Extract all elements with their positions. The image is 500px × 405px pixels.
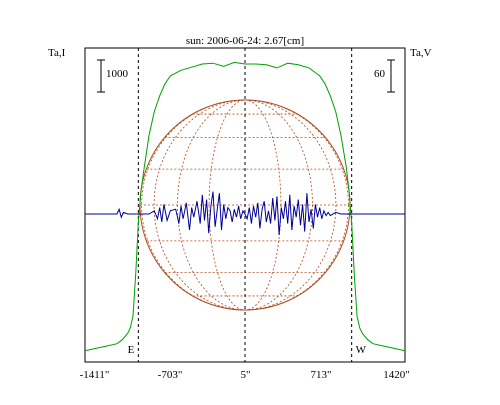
right-axis-label: Ta,V — [410, 47, 432, 59]
solar-disk — [139, 99, 351, 311]
limb-marker-e-label: E — [128, 344, 135, 356]
right-scale-bar-label: 60 — [374, 68, 386, 80]
x-tick-label: 1420" — [383, 369, 410, 381]
left-scale-bar — [97, 59, 105, 93]
right-scale-bar — [387, 59, 395, 93]
disk-longitude-line — [141, 99, 349, 311]
x-tick-label: 713" — [311, 369, 332, 381]
left-scale-bar-label: 1000 — [106, 68, 129, 80]
stokes-v-line — [85, 191, 405, 235]
x-tick-label: -1411" — [80, 369, 110, 381]
x-tick-label: 5" — [241, 369, 251, 381]
left-axis-label: Ta,I — [48, 47, 66, 59]
x-tick-labels: -1411" -703" 5" 713" 1420" — [80, 369, 410, 381]
chart-title: sun: 2006-06-24: 2.67[cm] — [186, 35, 304, 47]
stokes-i-line — [84, 61, 406, 352]
disk-longitude-line — [153, 99, 337, 311]
x-tick-label: -703" — [158, 369, 183, 381]
limb-marker-w-label: W — [356, 344, 367, 356]
